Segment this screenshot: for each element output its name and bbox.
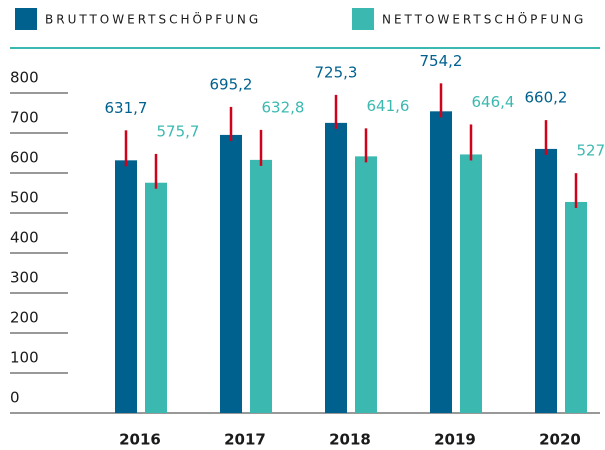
value-label: 631,7: [105, 99, 148, 117]
y-tick-label: 800: [10, 69, 39, 87]
legend-label: NETTOWERTSCHÖPFUNG: [382, 11, 586, 27]
y-tick-label: 100: [10, 349, 39, 367]
value-label: 725,3: [315, 63, 358, 81]
bar: [430, 111, 452, 413]
bar: [220, 134, 242, 414]
y-tick-label: 0: [10, 389, 20, 407]
value-label: 660,2: [525, 89, 568, 107]
y-tick-label: 600: [10, 149, 39, 167]
value-label: 527,6: [577, 142, 605, 160]
x-tick-label: 2019: [434, 431, 476, 449]
x-tick-label: 2016: [119, 431, 161, 449]
bar: [325, 122, 347, 413]
x-tick-label: 2020: [539, 431, 581, 449]
y-tick-label: 300: [10, 269, 39, 287]
value-label: 641,6: [367, 97, 410, 115]
legend-swatch: [15, 8, 37, 30]
value-label: 646,4: [472, 93, 515, 111]
y-tick-label: 200: [10, 309, 39, 327]
y-tick-label: 700: [10, 109, 39, 127]
bar: [460, 154, 482, 413]
value-label: 632,8: [262, 98, 305, 116]
x-tick-label: 2017: [224, 431, 266, 449]
bar: [145, 182, 167, 413]
bar: [565, 201, 587, 413]
y-tick-label: 400: [10, 229, 39, 247]
value-label: 575,7: [157, 122, 200, 140]
bar: [355, 156, 377, 414]
x-tick-label: 2018: [329, 431, 371, 449]
legend-label: BRUTTOWERTSCHÖPFUNG: [45, 11, 261, 27]
value-label: 695,2: [210, 75, 253, 93]
value-label: 754,2: [420, 52, 463, 70]
bar: [250, 159, 272, 413]
bar: [115, 160, 137, 413]
legend-swatch: [352, 8, 374, 30]
bar: [535, 148, 557, 414]
y-tick-label: 500: [10, 189, 39, 207]
